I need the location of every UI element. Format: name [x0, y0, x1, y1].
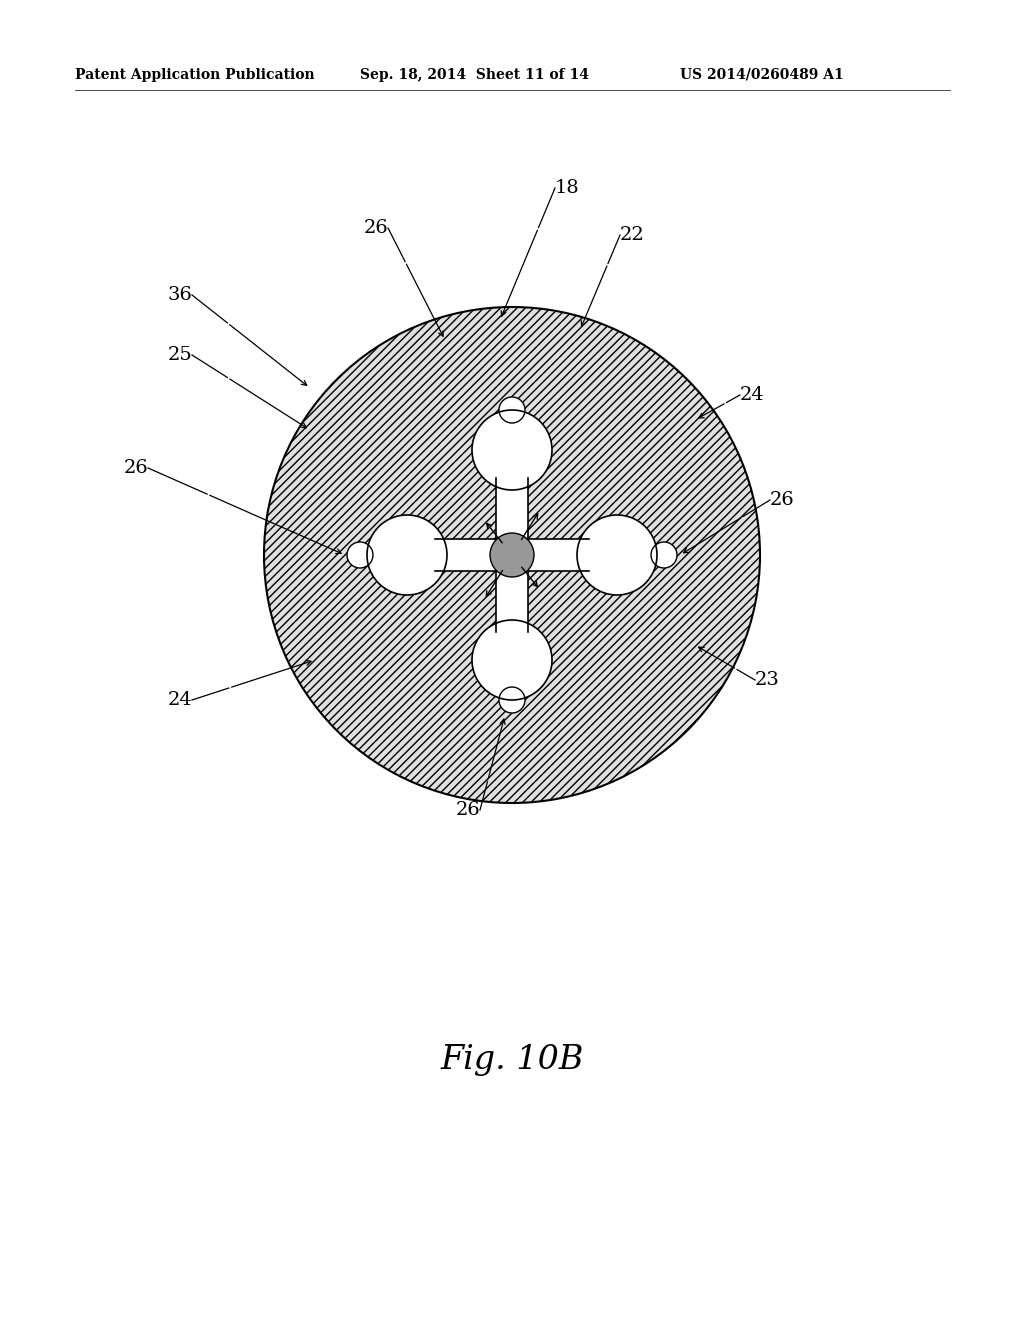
Text: Sep. 18, 2014  Sheet 11 of 14: Sep. 18, 2014 Sheet 11 of 14	[360, 69, 589, 82]
Text: Fig. 10B: Fig. 10B	[440, 1044, 584, 1076]
Text: 18: 18	[555, 180, 580, 197]
Text: 26: 26	[770, 491, 795, 510]
Text: 26: 26	[456, 801, 480, 818]
Text: 24: 24	[740, 385, 765, 404]
Circle shape	[490, 533, 534, 577]
Circle shape	[577, 515, 657, 595]
Text: 25: 25	[167, 346, 193, 364]
Circle shape	[367, 515, 447, 595]
Text: 22: 22	[620, 226, 645, 244]
Text: 26: 26	[364, 219, 388, 238]
Text: US 2014/0260489 A1: US 2014/0260489 A1	[680, 69, 844, 82]
Text: 26: 26	[123, 459, 148, 477]
Circle shape	[264, 308, 760, 803]
Text: 23: 23	[755, 671, 780, 689]
Bar	[407, 539, 617, 572]
Circle shape	[472, 411, 552, 490]
Circle shape	[347, 543, 373, 568]
Text: 36: 36	[167, 286, 193, 304]
Circle shape	[651, 543, 677, 568]
Circle shape	[472, 620, 552, 700]
Circle shape	[499, 397, 525, 422]
Bar	[496, 450, 528, 660]
Circle shape	[499, 686, 525, 713]
Text: 24: 24	[167, 690, 193, 709]
Text: Patent Application Publication: Patent Application Publication	[75, 69, 314, 82]
